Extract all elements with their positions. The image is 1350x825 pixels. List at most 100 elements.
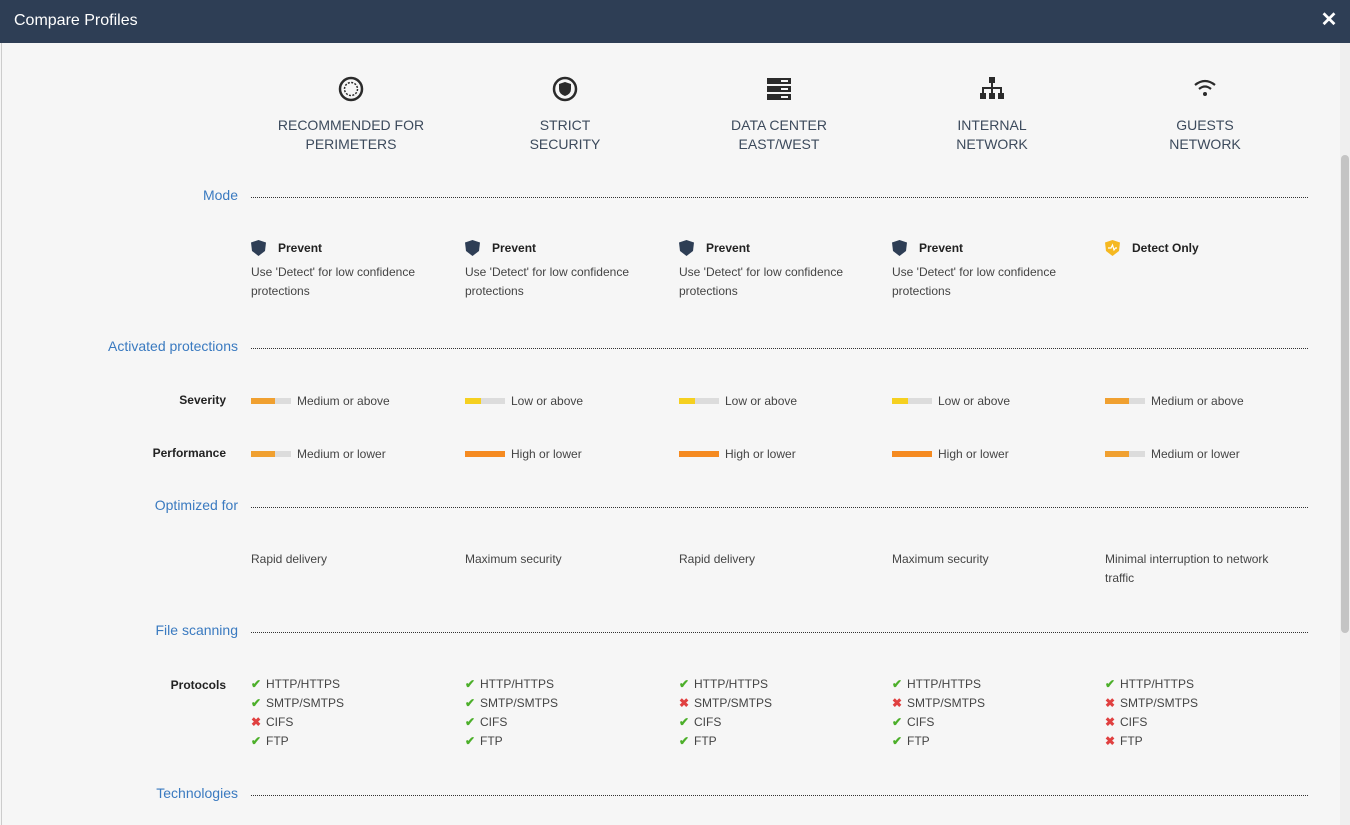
section-mode: Mode (2, 187, 1312, 207)
protocol-item: ✖ CIFS (1105, 713, 1198, 732)
mode-cell: Prevent Use 'Detect' for low confidence p… (679, 239, 869, 301)
compare-content: RECOMMENDED FOR PERIMETERS STRICT SECURI… (1, 43, 1349, 825)
severity-level-bar (465, 398, 505, 404)
performance-meter: Medium or lower (251, 446, 386, 462)
prevent-shield-icon (251, 240, 272, 256)
performance-meter: High or lower (892, 446, 1009, 462)
protocol-name: HTTP/HTTPS (907, 677, 981, 691)
profile-name-line1: RECOMMENDED FOR (277, 117, 425, 133)
cross-icon: ✖ (892, 696, 903, 710)
protocol-name: HTTP/HTTPS (266, 677, 340, 691)
detect-shield-icon (1105, 240, 1126, 256)
profile-name-line2: PERIMETERS (305, 136, 397, 152)
mode-label: Detect Only (1132, 240, 1199, 255)
mode-description: Use 'Detect' for low confidence protecti… (251, 265, 415, 298)
check-icon: ✔ (892, 715, 903, 729)
check-icon: ✔ (892, 677, 903, 691)
severity-meter: Medium or above (251, 393, 390, 409)
mode-cell: Prevent Use 'Detect' for low confidence p… (465, 239, 655, 301)
divider (251, 632, 1308, 633)
check-icon: ✔ (1105, 677, 1116, 691)
profile-name-line1: INTERNAL (957, 117, 1027, 133)
cross-icon: ✖ (1105, 734, 1116, 748)
section-title: Activated protections (108, 338, 238, 354)
mode-head: Detect Only (1105, 239, 1295, 257)
severity-level-bar (251, 398, 291, 404)
prevent-shield-icon (679, 240, 700, 256)
close-icon[interactable]: ✕ (1320, 9, 1338, 31)
check-icon: ✔ (679, 715, 690, 729)
section-optimized-for: Optimized for (2, 497, 1312, 517)
performance-meter: Medium or lower (1105, 446, 1240, 462)
performance-meter: High or lower (679, 446, 796, 462)
protocols-list: ✔ HTTP/HTTPS ✖ SMTP/SMTPS ✔ CIFS ✔ FTP (892, 675, 985, 751)
optimized-for-value: Minimal interruption to network traffic (1105, 552, 1269, 585)
cross-icon: ✖ (1105, 696, 1116, 710)
protocol-item: ✔ FTP (251, 732, 344, 751)
profile-name-line1: GUESTS (1176, 117, 1234, 133)
mode-description: Use 'Detect' for low confidence protecti… (679, 265, 843, 298)
dialog-title: Compare Profiles (14, 12, 138, 29)
check-icon: ✔ (679, 677, 690, 691)
mode-cell: Prevent Use 'Detect' for low confidence p… (892, 239, 1082, 301)
protocol-name: FTP (1120, 734, 1143, 748)
protocol-name: HTTP/HTTPS (694, 677, 768, 691)
check-icon: ✔ (679, 734, 690, 748)
performance-label: High or lower (938, 446, 1009, 461)
protocol-item: ✔ HTTP/HTTPS (892, 675, 985, 694)
severity-level-bar (1105, 398, 1145, 404)
mode-head: Prevent (892, 239, 1082, 257)
scrollbar[interactable] (1340, 43, 1350, 825)
scrollbar-thumb[interactable] (1341, 155, 1349, 633)
row-label-performance: Performance (152, 446, 226, 460)
protocol-item: ✖ SMTP/SMTPS (1105, 694, 1198, 713)
section-activated-protections: Activated protections (2, 338, 1312, 358)
wifi-icon (1105, 76, 1305, 110)
divider (251, 197, 1308, 198)
protocol-name: FTP (907, 734, 930, 748)
protocol-name: CIFS (1120, 715, 1148, 729)
mode-label: Prevent (492, 240, 537, 255)
divider (251, 507, 1308, 508)
severity-label: Low or above (938, 393, 1011, 408)
protocol-name: SMTP/SMTPS (694, 696, 773, 710)
protocol-item: ✖ FTP (1105, 732, 1198, 751)
check-icon: ✔ (465, 696, 476, 710)
mode-description: Use 'Detect' for low confidence protecti… (465, 265, 629, 298)
protocol-item: ✔ FTP (892, 732, 985, 751)
protocol-item: ✔ HTTP/HTTPS (465, 675, 558, 694)
performance-level-bar (251, 451, 291, 457)
section-title: Optimized for (154, 497, 238, 513)
prevent-shield-icon (465, 240, 486, 256)
mode-cell: Detect Only (1105, 239, 1295, 263)
severity-label: Low or above (725, 393, 798, 408)
protocol-name: CIFS (480, 715, 508, 729)
performance-meter: High or lower (465, 446, 582, 462)
mode-label: Prevent (919, 240, 964, 255)
profile-header-internal: INTERNAL NETWORK (892, 76, 1092, 154)
mode-label: Prevent (706, 240, 751, 255)
protocol-item: ✔ SMTP/SMTPS (251, 694, 344, 713)
protocol-name: SMTP/SMTPS (907, 696, 986, 710)
protocol-name: SMTP/SMTPS (1120, 696, 1199, 710)
performance-level-bar (892, 451, 932, 457)
protocols-list: ✔ HTTP/HTTPS ✖ SMTP/SMTPS ✖ CIFS ✖ FTP (1105, 675, 1198, 751)
performance-label: High or lower (511, 446, 582, 461)
section-technologies: Technologies (2, 785, 1312, 805)
mode-cell: Prevent Use 'Detect' for low confidence p… (251, 239, 441, 301)
cross-icon: ✖ (251, 715, 262, 729)
optimized-for-value: Maximum security (465, 552, 562, 566)
protocol-item: ✖ SMTP/SMTPS (679, 694, 772, 713)
mode-head: Prevent (465, 239, 655, 257)
severity-meter: Low or above (465, 393, 583, 409)
protocol-name: HTTP/HTTPS (480, 677, 554, 691)
protocol-item: ✖ SMTP/SMTPS (892, 694, 985, 713)
shield-icon (465, 76, 665, 110)
check-icon: ✔ (251, 734, 262, 748)
protocol-name: SMTP/SMTPS (266, 696, 345, 710)
performance-level-bar (679, 451, 719, 457)
severity-meter: Low or above (679, 393, 797, 409)
section-title: Mode (202, 187, 238, 203)
mode-label: Prevent (278, 240, 323, 255)
cross-icon: ✖ (679, 696, 690, 710)
